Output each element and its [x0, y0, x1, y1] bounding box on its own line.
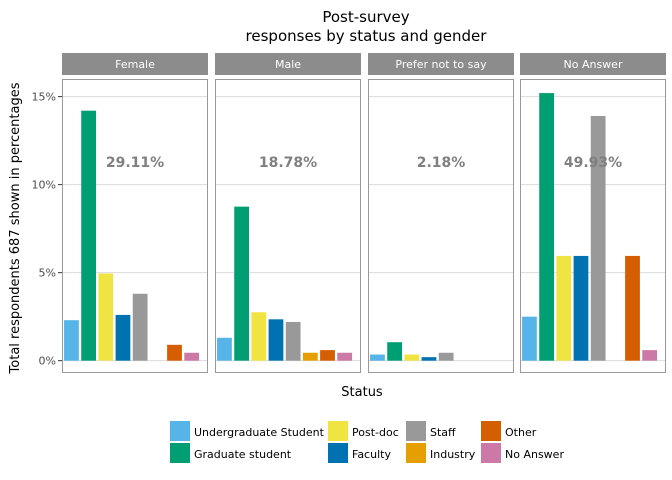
- legend-key: [170, 421, 190, 441]
- facet-strip: [368, 53, 514, 75]
- facet-strip: [520, 53, 666, 75]
- panel-percent-label: 49.93%: [564, 155, 622, 171]
- bar-industry: [302, 352, 318, 361]
- bar-faculty: [268, 319, 284, 361]
- legend-label: Staff: [430, 426, 456, 439]
- panel-percent-label: 29.11%: [106, 155, 164, 171]
- bar-graduate-student: [539, 93, 555, 361]
- facet-strip: [215, 53, 361, 75]
- bar-faculty: [421, 357, 437, 361]
- facet-panel-2: Prefer not to say 2.18%: [368, 53, 514, 373]
- y-axis-title: Total respondents 687 shown in percentag…: [8, 82, 23, 374]
- bar-post-doc: [251, 312, 267, 361]
- bar-no-answer: [642, 350, 658, 361]
- facet-strip-label: No Answer: [564, 58, 623, 71]
- bar-post-doc: [98, 273, 114, 361]
- bar-undergraduate-student: [370, 354, 385, 361]
- legend-key: [406, 421, 426, 441]
- legend-item-industry: Industry: [406, 443, 476, 463]
- bar-undergraduate-student: [217, 337, 232, 361]
- chart-subtitle: responses by status and gender: [246, 27, 488, 45]
- legend-item-other: Other: [481, 421, 537, 441]
- bar-post-doc: [556, 255, 572, 361]
- legend-label: Other: [505, 426, 537, 439]
- legend-label: Industry: [430, 448, 476, 461]
- legend-key: [481, 443, 501, 463]
- panel-background: [368, 79, 514, 373]
- legend-item-graduate-student: Graduate student: [170, 443, 292, 463]
- bar-staff: [285, 321, 301, 361]
- legend-item-post-doc: Post-doc: [328, 421, 399, 441]
- y-axis: 0% 5% 10% 15%: [32, 91, 62, 368]
- facet-strip-label: Female: [115, 58, 155, 71]
- legend-label: Faculty: [352, 448, 391, 461]
- y-tick-label: 15%: [32, 91, 56, 104]
- facet-panel-1: Male 18.78%: [215, 53, 361, 373]
- bar-no-answer: [337, 352, 353, 361]
- bar-graduate-student: [81, 110, 97, 361]
- legend-item-no-answer: No Answer: [481, 443, 564, 463]
- legend-label: Undergraduate Student: [194, 426, 325, 439]
- facet-panels: Female 29.11% Male 18.78% Prefer not to say 2…: [62, 53, 666, 373]
- y-tick-label: 0%: [39, 355, 56, 368]
- bar-other: [167, 344, 182, 361]
- facet-strip: [62, 53, 208, 75]
- legend-label: No Answer: [505, 448, 564, 461]
- x-axis-title: Status: [341, 385, 383, 400]
- legend-key: [328, 421, 348, 441]
- legend-key: [170, 443, 190, 463]
- y-tick-label: 10%: [32, 179, 56, 192]
- bar-undergraduate-student: [64, 320, 79, 361]
- bar-faculty: [115, 314, 131, 361]
- facet-strip-label: Prefer not to say: [395, 58, 487, 71]
- bar-no-answer: [184, 352, 200, 361]
- legend-item-faculty: Faculty: [328, 443, 391, 463]
- panel-percent-label: 18.78%: [259, 155, 317, 171]
- bar-staff: [438, 352, 454, 361]
- y-tick-label: 5%: [39, 267, 56, 280]
- bar-faculty: [573, 255, 589, 361]
- facet-strip-label: Male: [275, 58, 301, 71]
- legend-label: Post-doc: [352, 426, 399, 439]
- facet-panel-3: No Answer 49.93%: [520, 53, 666, 373]
- panel-percent-label: 2.18%: [417, 155, 466, 171]
- bar-staff: [132, 293, 148, 361]
- bar-graduate-student: [387, 342, 403, 361]
- chart-title: Post-survey: [322, 8, 409, 26]
- bar-other: [625, 255, 640, 361]
- legend-key: [328, 443, 348, 463]
- bar-graduate-student: [234, 206, 250, 361]
- facet-panel-0: Female 29.11%: [62, 53, 208, 373]
- legend-item-staff: Staff: [406, 421, 456, 441]
- bar-undergraduate-student: [522, 316, 537, 361]
- legend-item-undergraduate-student: Undergraduate Student: [170, 421, 325, 441]
- legend-key: [406, 443, 426, 463]
- bar-post-doc: [404, 354, 420, 361]
- bar-staff: [590, 115, 606, 361]
- legend: Undergraduate Student Graduate student Pos…: [170, 421, 564, 463]
- legend-label: Graduate student: [194, 448, 292, 461]
- bar-other: [320, 350, 335, 361]
- legend-key: [481, 421, 501, 441]
